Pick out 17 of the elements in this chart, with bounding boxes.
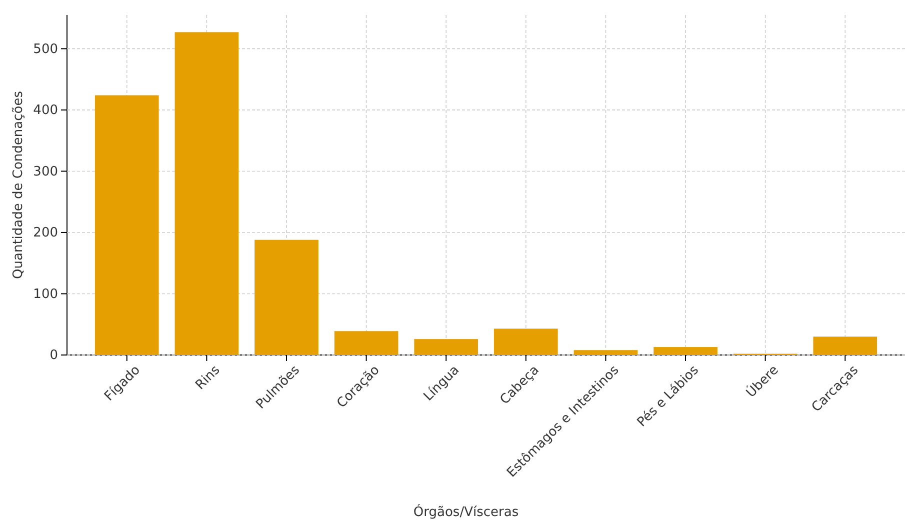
y-tick-label: 400	[33, 103, 58, 118]
bar	[334, 331, 398, 355]
bar	[174, 32, 239, 355]
bar	[94, 95, 159, 355]
bar	[414, 339, 478, 355]
y-tick-label: 100	[33, 286, 58, 302]
bar	[254, 240, 318, 355]
bar	[654, 347, 718, 355]
y-axis-title: Quantidade de Condenações	[11, 90, 26, 279]
bar	[574, 350, 638, 355]
y-tick-label: 300	[33, 164, 58, 180]
y-tick-label: 0	[50, 348, 58, 364]
bar	[494, 328, 558, 355]
bar	[813, 336, 878, 355]
y-tick-label: 200	[33, 226, 58, 241]
x-axis-title: Órgãos/Vísceras	[413, 503, 519, 520]
y-tick-label: 500	[33, 42, 58, 57]
